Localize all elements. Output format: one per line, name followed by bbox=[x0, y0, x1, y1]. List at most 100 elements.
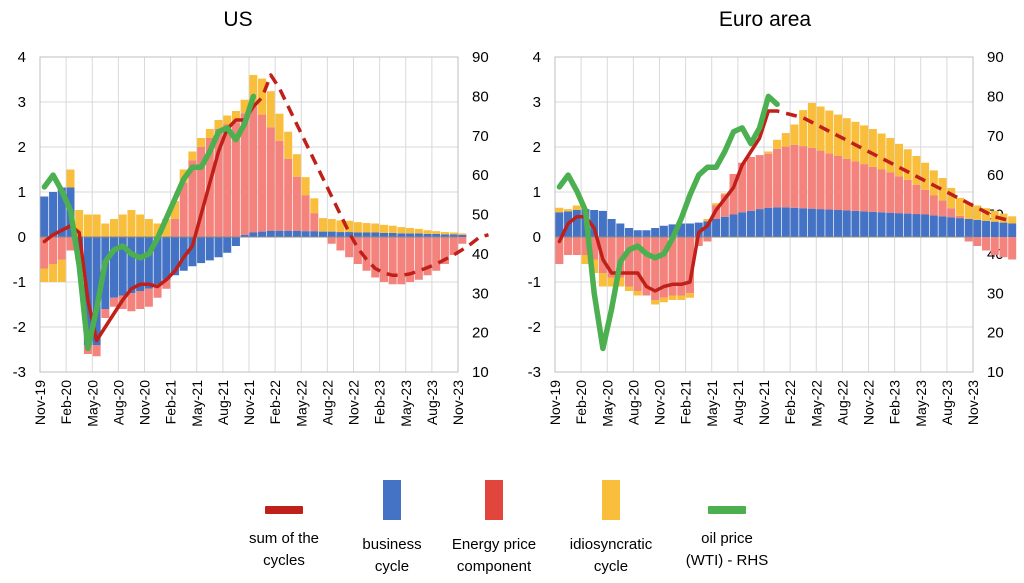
bar-idio-m48 bbox=[458, 233, 467, 235]
bar-energy-m7 bbox=[101, 309, 110, 318]
bar-idio-m17 bbox=[703, 219, 712, 222]
bar-business-m13 bbox=[153, 237, 162, 285]
legend-item-energy: Energy price component bbox=[424, 476, 564, 578]
bar-business-m41 bbox=[397, 233, 406, 237]
bar-idio-m45 bbox=[947, 187, 956, 209]
x-tick-label: Aug-23 bbox=[424, 380, 440, 425]
legend-item-business: business cycle bbox=[322, 476, 462, 578]
bar-energy-m26 bbox=[266, 127, 275, 231]
bar-business-m23 bbox=[755, 209, 764, 237]
bar-idio-m26 bbox=[266, 91, 275, 128]
x-tick-label: May-20 bbox=[84, 380, 100, 427]
y-tick-label: 3 bbox=[18, 94, 26, 111]
bar-idio-m10 bbox=[127, 210, 136, 237]
bar-idio-m43 bbox=[414, 228, 423, 234]
bar-energy-m4 bbox=[590, 237, 599, 260]
bar-energy-m13 bbox=[153, 284, 162, 298]
bar-energy-m10 bbox=[127, 293, 136, 312]
bar-idio-m41 bbox=[397, 227, 406, 234]
bar-idio-m5 bbox=[598, 273, 607, 287]
x-tick-label: Feb-20 bbox=[58, 380, 74, 425]
bar-energy-m25 bbox=[773, 148, 782, 208]
bar-energy-m38 bbox=[886, 172, 895, 213]
bar-energy-m10 bbox=[642, 237, 651, 296]
bar-business-m30 bbox=[301, 231, 310, 237]
bar-business-m26 bbox=[781, 207, 790, 237]
y-tick-label: 4 bbox=[18, 49, 26, 66]
bar-business-m21 bbox=[223, 237, 232, 253]
bar-energy-m49 bbox=[982, 237, 991, 251]
y2-tick-label: 30 bbox=[987, 285, 1004, 302]
bar-business-m16 bbox=[694, 222, 703, 237]
bar-energy-m8 bbox=[625, 237, 634, 287]
bar-energy-m27 bbox=[275, 140, 284, 231]
x-tick-label: Aug-22 bbox=[834, 380, 850, 425]
bar-idio-m39 bbox=[894, 143, 903, 177]
bar-idio-m42 bbox=[921, 162, 930, 190]
x-tick-label: Aug-20 bbox=[625, 380, 641, 425]
x-tick-label: Feb-20 bbox=[573, 380, 589, 425]
bar-idio-m47 bbox=[964, 202, 973, 219]
bar-energy-m12 bbox=[144, 288, 153, 307]
bar-energy-m2 bbox=[57, 237, 66, 260]
bar-business-m25 bbox=[773, 207, 782, 237]
bar-idio-m2 bbox=[57, 259, 66, 282]
bar-energy-m22 bbox=[746, 156, 755, 211]
legend-label-sum: sum of the cycles bbox=[214, 528, 354, 572]
bar-energy-m15 bbox=[685, 237, 694, 294]
bar-idio-m19 bbox=[205, 129, 214, 138]
bar-idio-m40 bbox=[388, 225, 397, 233]
bar-energy-m11 bbox=[651, 237, 660, 300]
bar-idio-m21 bbox=[223, 115, 232, 125]
y-tick-label: -1 bbox=[13, 274, 26, 291]
y2-tick-label: 90 bbox=[987, 49, 1004, 66]
bar-energy-m46 bbox=[955, 215, 964, 219]
legend-label-line1: oil price bbox=[701, 530, 753, 547]
bar-idio-m19 bbox=[720, 193, 729, 195]
bar-idio-m52 bbox=[1008, 216, 1017, 224]
bar-business-m0 bbox=[40, 196, 49, 237]
legend-label-line1: Energy price bbox=[451, 536, 537, 553]
bar-idio-m5 bbox=[83, 214, 92, 237]
legend-swatch-energy bbox=[485, 480, 503, 520]
bar-business-m50 bbox=[990, 221, 999, 237]
bar-energy-m0 bbox=[555, 237, 564, 264]
bar-business-m0 bbox=[555, 212, 564, 237]
bar-idio-m12 bbox=[659, 297, 668, 303]
y2-tick-label: 10 bbox=[987, 364, 1004, 381]
bar-business-m32 bbox=[319, 231, 328, 237]
bar-idio-m37 bbox=[877, 133, 886, 170]
bar-idio-m7 bbox=[101, 223, 110, 237]
bar-idio-m8 bbox=[110, 219, 119, 237]
y-tick-label: 3 bbox=[533, 94, 541, 111]
bar-idio-m40 bbox=[903, 149, 912, 180]
bar-business-m17 bbox=[188, 237, 197, 267]
bar-idio-m31 bbox=[825, 110, 834, 154]
x-tick-label: Aug-22 bbox=[319, 380, 335, 425]
x-tick-label: Aug-23 bbox=[939, 380, 955, 425]
y2-tick-label: 50 bbox=[472, 207, 489, 224]
bar-business-m23 bbox=[240, 234, 249, 237]
legend-label-business: business cycle bbox=[322, 534, 462, 578]
legend-swatch-sum bbox=[265, 506, 303, 514]
bar-business-m8 bbox=[110, 237, 119, 298]
legend-label-line1: idiosyncratic bbox=[569, 536, 653, 553]
bar-idio-m48 bbox=[973, 205, 982, 220]
bar-energy-m1 bbox=[49, 237, 58, 264]
bar-idio-m27 bbox=[790, 124, 799, 145]
legend-label-idio: idiosyncratic cycle bbox=[541, 534, 681, 578]
bar-energy-m9 bbox=[633, 237, 642, 291]
y-tick-label: 2 bbox=[533, 139, 541, 156]
bar-idio-m17 bbox=[188, 151, 197, 161]
legend-label-line1: business bbox=[362, 536, 422, 553]
bar-idio-m42 bbox=[406, 228, 415, 234]
bar-energy-m40 bbox=[388, 237, 397, 285]
bar-business-m32 bbox=[834, 210, 843, 237]
bar-business-m39 bbox=[379, 232, 388, 237]
x-tick-label: May-21 bbox=[704, 380, 720, 427]
bar-idio-m33 bbox=[842, 118, 851, 159]
bar-energy-m30 bbox=[301, 195, 310, 232]
legend-label-energy: Energy price component bbox=[424, 534, 564, 578]
bar-energy-m24 bbox=[249, 106, 258, 233]
bar-business-m7 bbox=[616, 223, 625, 237]
